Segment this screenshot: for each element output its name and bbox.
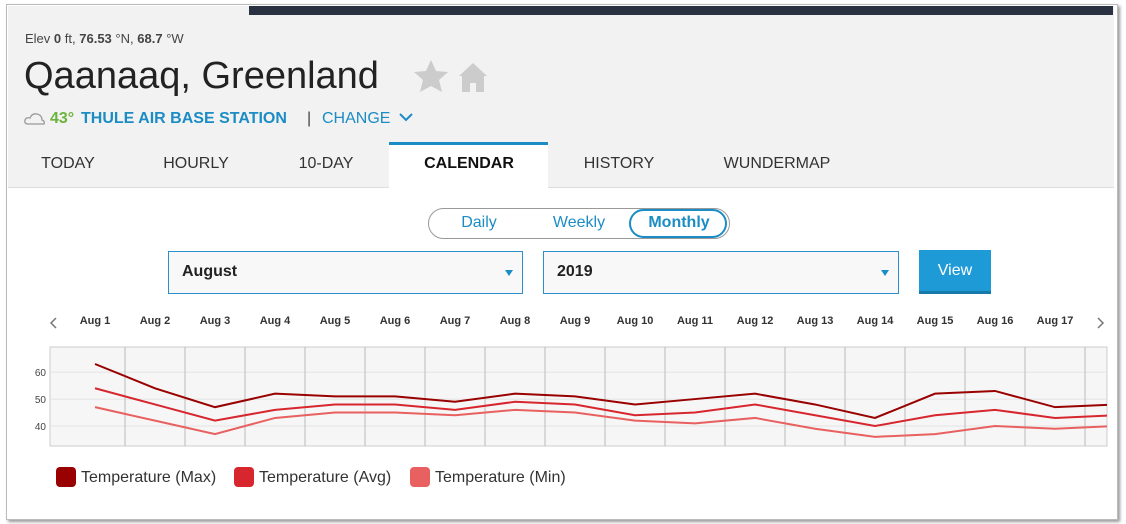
toggle-active-bg bbox=[629, 209, 727, 238]
icons bbox=[414, 60, 487, 92]
x-tick-label: Aug 8 bbox=[500, 315, 531, 327]
change-text[interactable]: CHANGE bbox=[322, 110, 391, 127]
lat-value: 76.53 bbox=[79, 31, 112, 46]
elev-value: 0 bbox=[53, 31, 62, 46]
x-tick-label: Aug 10 bbox=[617, 315, 654, 327]
x-tick-label: Aug 12 bbox=[737, 315, 774, 327]
tab[interactable]: WUNDERMAP bbox=[723, 155, 831, 172]
view-button[interactable]: View bbox=[919, 250, 991, 294]
series-line bbox=[94, 387, 1107, 428]
prev-arrow[interactable] bbox=[49, 317, 57, 329]
legend-swatch bbox=[234, 467, 254, 487]
tab[interactable]: TODAY bbox=[41, 155, 95, 172]
x-tick-label: Aug 6 bbox=[380, 315, 411, 327]
elev-unit: ft, bbox=[64, 31, 76, 46]
legend-swatch bbox=[410, 467, 430, 487]
location-meta: Elev 0 ft, 76.53 °N, 68.7 °W bbox=[25, 31, 184, 46]
next-arrow[interactable] bbox=[1097, 317, 1105, 329]
tab[interactable]: 10-DAY bbox=[298, 155, 354, 172]
nav-bar bbox=[249, 6, 1113, 15]
x-tick-label: Aug 5 bbox=[320, 315, 351, 327]
dropdown-arrow bbox=[505, 270, 513, 276]
x-tick-label: Aug 7 bbox=[440, 315, 471, 327]
toggle-option[interactable]: Weekly bbox=[552, 214, 606, 231]
series-line bbox=[94, 406, 1107, 438]
favorite-icon[interactable] bbox=[414, 60, 448, 92]
x-tick-label: Aug 9 bbox=[560, 315, 591, 327]
lon-value: 68.7 bbox=[137, 31, 163, 46]
tab[interactable]: HOURLY bbox=[163, 155, 229, 172]
station-name[interactable]: THULE AIR BASE STATION bbox=[81, 110, 287, 127]
active-tab-bg bbox=[389, 142, 548, 188]
x-tick-label: Aug 14 bbox=[857, 315, 895, 327]
tab[interactable]: CALENDAR bbox=[424, 155, 514, 172]
header-background bbox=[8, 6, 1114, 188]
legend-label: Temperature (Max) bbox=[81, 469, 216, 486]
x-tick-label: Aug 4 bbox=[260, 315, 291, 327]
tab[interactable]: HISTORY bbox=[583, 155, 655, 172]
x-tick-label: Aug 3 bbox=[200, 315, 231, 327]
x-tick-label: Aug 2 bbox=[140, 315, 171, 327]
change-link[interactable]: CHANGE bbox=[322, 110, 414, 128]
y-tick-label: 40 bbox=[35, 422, 47, 433]
x-tick-label: Aug 13 bbox=[797, 315, 834, 327]
legend-label: Temperature (Avg) bbox=[259, 469, 391, 486]
cloud-icon bbox=[24, 113, 45, 125]
lat-unit: °N, bbox=[115, 31, 134, 46]
x-tick-label: Aug 1 bbox=[80, 315, 111, 327]
month-value: August bbox=[182, 263, 238, 280]
x-tick-label: Aug 17 bbox=[1037, 315, 1074, 327]
x-tick-label: Aug 16 bbox=[977, 315, 1014, 327]
series-line bbox=[94, 363, 1107, 419]
y-tick-label: 50 bbox=[35, 395, 47, 406]
dropdown-arrow bbox=[881, 270, 889, 276]
current-temp: 43° bbox=[50, 110, 75, 127]
month-select[interactable]: August bbox=[168, 251, 523, 294]
year-select[interactable]: 2019 bbox=[543, 251, 899, 294]
separator: | bbox=[307, 110, 312, 127]
toggle-option[interactable]: Monthly bbox=[648, 214, 710, 231]
year-value: 2019 bbox=[557, 263, 593, 280]
city-title: Qaanaaq, Greenland bbox=[24, 55, 379, 97]
elev-label: Elev bbox=[25, 31, 51, 46]
home-icon[interactable] bbox=[459, 63, 487, 92]
x-tick-label: Aug 15 bbox=[917, 315, 954, 327]
chevron bbox=[399, 113, 413, 122]
legend-swatch bbox=[56, 467, 76, 487]
y-tick-label: 60 bbox=[35, 368, 47, 379]
toggle-option[interactable]: Daily bbox=[461, 214, 497, 231]
lon-unit: °W bbox=[166, 31, 184, 46]
x-tick-label: Aug 11 bbox=[677, 315, 713, 327]
lines bbox=[94, 363, 1107, 438]
legend-label: Temperature (Min) bbox=[435, 469, 566, 486]
